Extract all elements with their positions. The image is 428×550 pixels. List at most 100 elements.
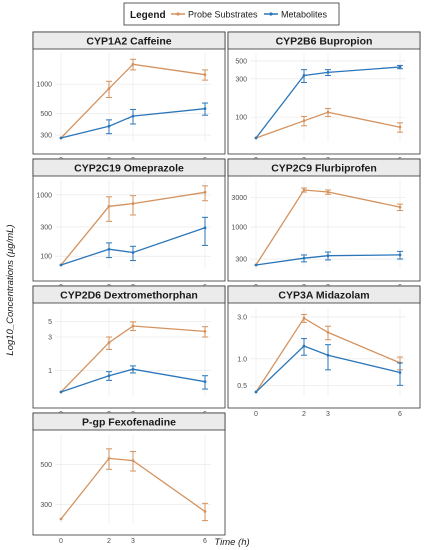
series-line-probe <box>60 191 206 266</box>
y-tick-label: 100 <box>40 254 52 261</box>
data-point-metab <box>131 251 135 254</box>
legend-title: Legend <box>130 10 166 21</box>
data-point-probe <box>131 62 135 66</box>
legend-swatch-metab-dot <box>269 12 273 16</box>
panel-title: CYP2D6 Dextromethorphan <box>60 290 198 302</box>
data-point-probe <box>326 110 330 114</box>
data-point-metab <box>398 65 402 69</box>
data-point-metab <box>59 390 63 394</box>
x-tick-label: 6 <box>203 538 207 545</box>
panel-title: CYP2C19 Omeprazole <box>74 163 184 175</box>
data-point-metab <box>302 256 306 260</box>
data-point-probe <box>203 510 207 513</box>
data-point-metab <box>203 226 207 230</box>
data-point-metab <box>107 374 111 378</box>
panel-strip <box>32 158 226 177</box>
y-tick-label: 1000 <box>36 192 52 199</box>
legend: Legend Probe Substrates Metabolites <box>123 2 340 26</box>
series-line-probe <box>60 325 206 393</box>
y-tick-label: 3.0 <box>237 314 247 321</box>
panel-strip <box>227 158 421 177</box>
series-line-probe <box>60 63 206 139</box>
y-tick-label: 3000 <box>231 195 247 202</box>
panel-title: CYP2B6 Bupropion <box>276 36 373 48</box>
panel-title: CYP2C9 Flurbiprofen <box>271 163 377 175</box>
y-tick-label: 300 <box>40 133 52 140</box>
legend-label-probe: Probe Substrates <box>188 10 258 20</box>
panel-strip <box>32 31 226 50</box>
series-line-probe <box>255 189 401 266</box>
data-point-metab <box>131 114 135 118</box>
panel: CYP1A2 Caffeine30050010000236 <box>32 31 226 164</box>
data-point-probe <box>59 517 63 521</box>
data-point-metab <box>326 353 330 357</box>
panel-strip <box>227 31 421 50</box>
series-line-metab <box>255 66 401 139</box>
data-point-probe <box>302 316 306 320</box>
data-point-metab <box>254 390 258 394</box>
series-line-metab <box>60 108 206 139</box>
data-point-metab <box>302 344 306 348</box>
y-tick-label: 1.0 <box>237 356 247 363</box>
data-point-probe <box>398 125 402 129</box>
panel-strip <box>32 412 226 431</box>
x-tick-label: 3 <box>131 538 135 545</box>
x-tick-label: 0 <box>254 411 258 418</box>
panel-strip <box>32 285 226 304</box>
panel-frame <box>32 285 226 409</box>
data-point-metab <box>398 371 402 374</box>
data-point-probe <box>302 188 306 192</box>
panel: CYP3A Midazolam 0.5 1.0 3.0 0 2 3 6 <box>227 285 421 418</box>
data-point-metab <box>254 136 258 140</box>
data-point-metab <box>254 263 258 267</box>
x-axis-title: Time (h) <box>214 537 249 548</box>
panels: CYP1A2 Caffeine30050010000236 CYP2B6 Bupr… <box>32 31 421 545</box>
y-axis-title: Log10_Concentrations (µg/mL) <box>5 224 16 355</box>
series-line-probe <box>60 457 206 520</box>
panel-frame <box>227 31 421 155</box>
panel-frame <box>32 31 226 155</box>
data-point-metab <box>398 253 402 257</box>
x-tick-label: 0 <box>59 538 63 545</box>
y-tick-label: 0.5 <box>237 383 247 390</box>
data-point-probe <box>203 330 207 333</box>
data-point-metab <box>107 124 111 128</box>
data-point-metab <box>107 247 111 251</box>
y-tick-label: 500 <box>235 58 247 65</box>
panel-title: P-gp Fexofenadine <box>82 417 176 429</box>
panel: CYP2B6 Bupropion1003005000236 <box>227 31 421 164</box>
panel: P-gp Fexofenadine 300 500 0 2 3 6 <box>32 412 226 545</box>
y-tick-label: 1 <box>48 368 52 375</box>
panel-frame <box>32 158 226 282</box>
panel: CYP2C19 Omeprazole10030010000236 <box>32 158 226 291</box>
y-tick-label: 300 <box>235 76 247 83</box>
data-point-probe <box>203 190 207 194</box>
data-point-metab <box>302 74 306 77</box>
x-tick-label: 6 <box>398 411 402 418</box>
data-point-probe <box>107 341 111 345</box>
data-point-probe <box>131 324 135 328</box>
panel-frame <box>227 158 421 282</box>
data-point-probe <box>107 457 111 460</box>
data-point-metab <box>59 263 63 267</box>
legend-label-metab: Metabolites <box>281 10 328 20</box>
y-tick-label: 1000 <box>231 224 247 231</box>
data-point-probe <box>131 202 135 205</box>
panel-frame <box>32 412 226 536</box>
series-line-metab <box>255 345 401 393</box>
y-tick-label: 300 <box>235 257 247 264</box>
legend-box <box>123 2 340 26</box>
data-point-metab <box>131 367 135 371</box>
y-tick-label: 300 <box>40 224 52 231</box>
data-point-probe <box>398 205 402 209</box>
data-point-metab <box>203 107 207 111</box>
y-tick-label: 3 <box>48 335 52 342</box>
data-point-metab <box>203 380 207 384</box>
series-line-metab <box>60 368 206 393</box>
y-tick-label: 500 <box>40 462 52 469</box>
data-point-probe <box>131 459 135 463</box>
x-tick-label: 2 <box>302 411 306 418</box>
panel: CYP2C9 Flurbiprofen300100030000236 <box>227 158 421 291</box>
x-tick-label: 2 <box>107 538 111 545</box>
